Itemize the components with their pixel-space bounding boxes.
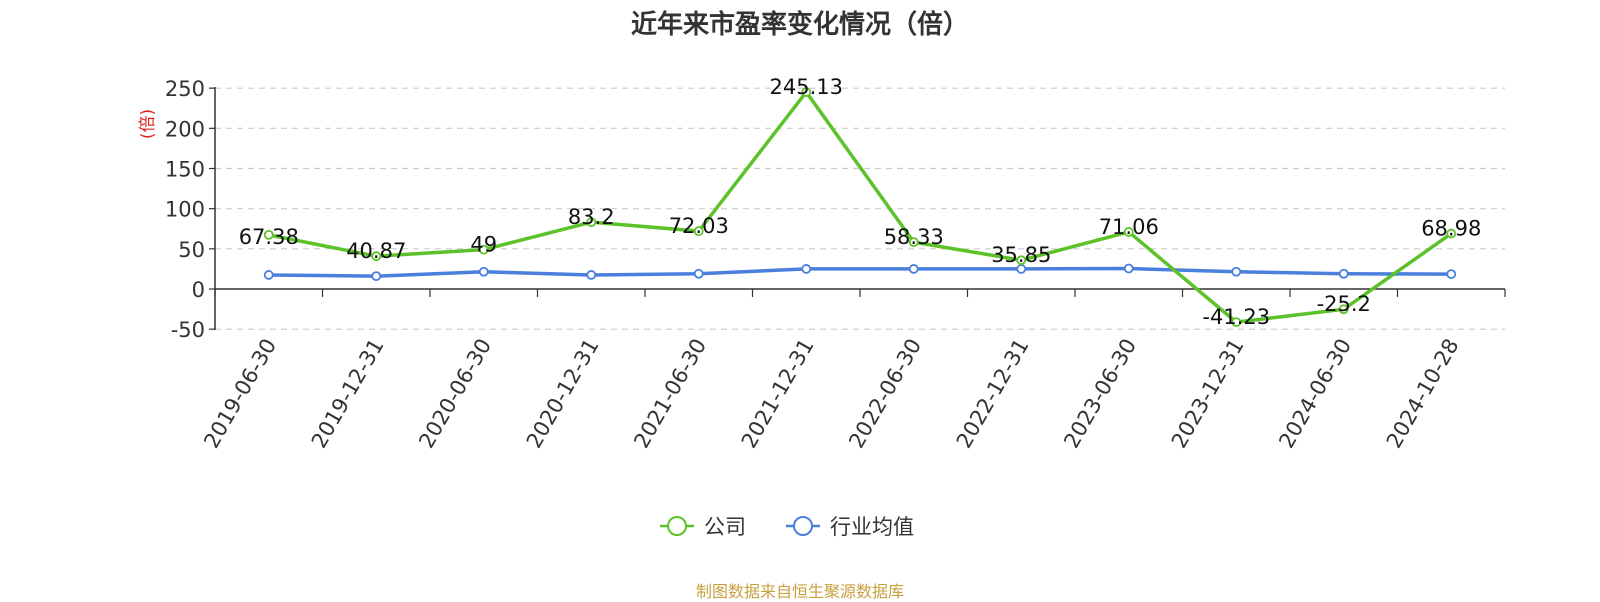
x-tick-label: 2021-12-31 [737,335,819,453]
data-point [1446,269,1457,280]
y-tick-label: 100 [165,198,205,222]
x-tick-label: 2021-06-30 [629,335,711,453]
legend-marker [793,516,813,536]
series-line-1 [268,266,1452,278]
data-point [371,251,382,262]
x-tick-label: 2024-06-30 [1274,335,1356,453]
x-tick-label: 2024-10-28 [1382,335,1464,453]
legend-label: 行业均值 [830,515,914,539]
data-point [908,264,919,274]
data-point [1016,255,1027,266]
legend-label: 公司 [704,515,746,539]
x-tick-label: 2022-12-31 [952,335,1034,453]
data-label: 245.13 [770,75,843,99]
x-tick-label: 2020-06-30 [414,335,496,453]
y-tick-label: -50 [171,318,205,342]
data-point [371,271,382,282]
data-label: 68.98 [1421,217,1481,241]
source-note: 制图数据来自恒生聚源数据库 [695,582,904,601]
data-label: 71.06 [1099,215,1159,239]
data-label: 72.03 [669,214,729,238]
data-point [586,217,597,228]
data-label: -25.2 [1317,292,1371,316]
data-point [1446,228,1457,239]
data-point [1231,266,1242,277]
data-point [908,237,919,248]
data-point [1123,227,1134,237]
data-label: 40.87 [346,239,406,263]
legend: 公司 行业均值 [660,515,914,539]
data-label: 83.2 [568,205,615,229]
series-layer [263,87,1457,328]
y-tick-label: 50 [178,238,205,262]
y-tick-label: 0 [192,278,205,302]
data-point [478,244,489,255]
data-label: 58.33 [884,225,944,249]
y-tick-label: 250 [165,77,205,101]
data-point [801,264,812,274]
data-label: -41.23 [1202,305,1270,329]
data-point [1123,263,1134,274]
data-point [586,270,597,280]
x-tick-label: 2019-06-30 [199,335,281,453]
data-point [263,229,274,240]
series-line-0 [268,90,1453,324]
data-label: 35.85 [991,243,1051,267]
x-tick-label: 2023-06-30 [1059,335,1141,453]
data-label: 67.38 [239,225,299,249]
data-point [1338,304,1349,315]
data-point [478,266,489,277]
y-tick-label: 200 [165,117,205,141]
data-point [1231,317,1242,328]
chart-title: 近年来市盈率变化情况（倍） [630,10,969,40]
data-point [1338,268,1349,279]
x-tick-label: 2023-12-31 [1167,335,1249,453]
data-point [693,268,704,279]
data-point [263,270,274,280]
grid-lines [215,87,1505,330]
legend-marker [667,516,687,536]
data-labels: 67.38 40.87 49 83.2 72.03 245.13 58.33 35.85 71.… [239,75,1482,329]
x-tick-label: 2022-06-30 [844,335,926,453]
data-point [693,226,704,237]
y-tick-label: 150 [165,158,205,182]
y-axis-unit-label: (倍) [138,109,158,139]
data-point [801,87,812,97]
x-tick-label: 2019-12-31 [307,335,389,453]
data-label: 49 [470,233,497,257]
x-tick-label: 2020-12-31 [522,335,604,453]
